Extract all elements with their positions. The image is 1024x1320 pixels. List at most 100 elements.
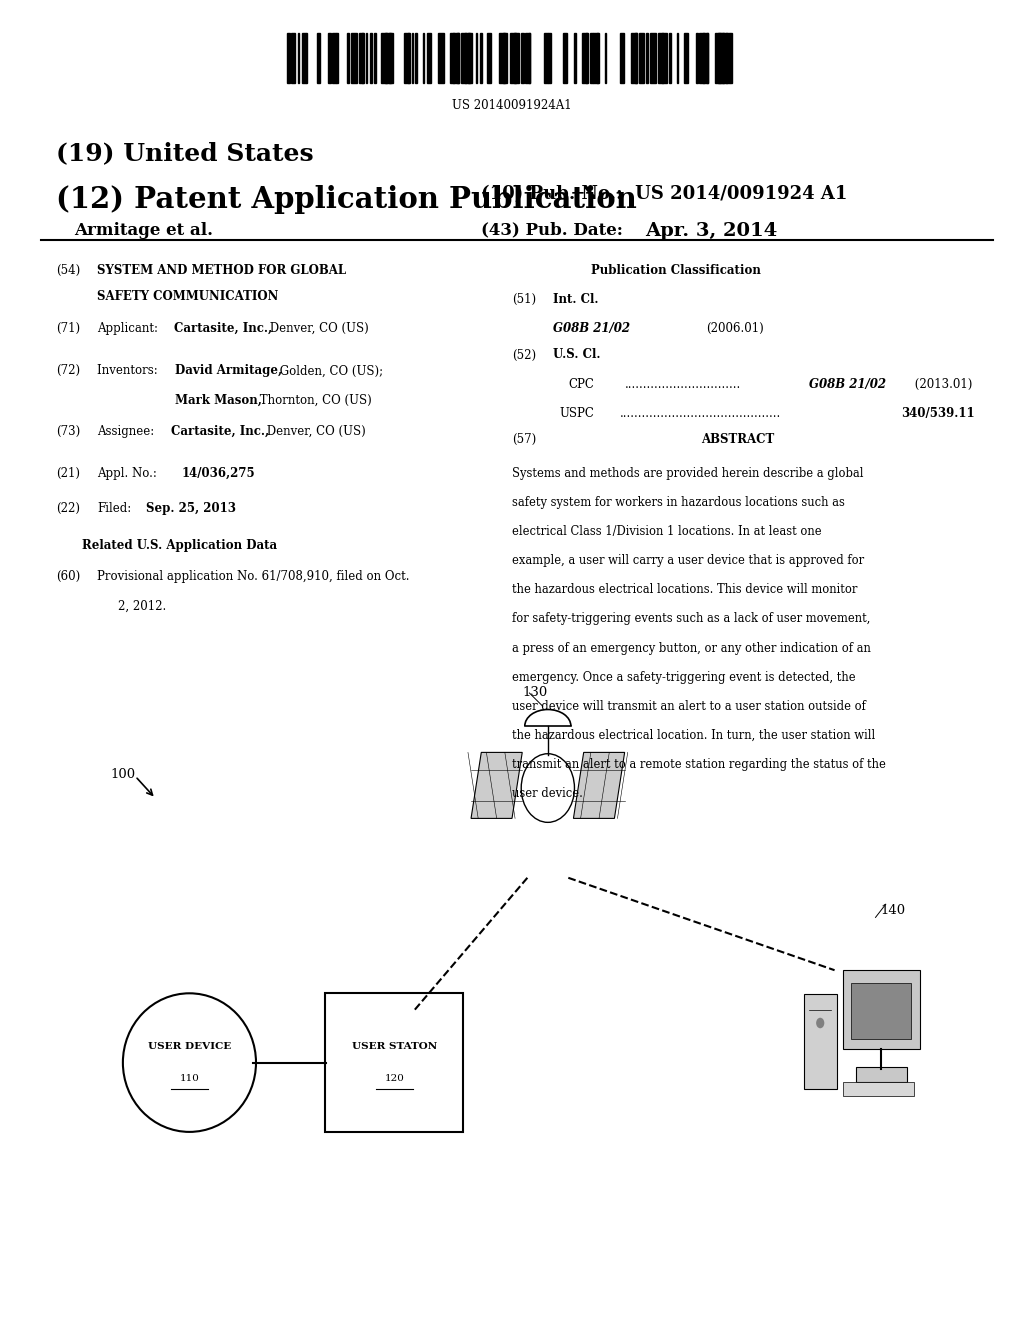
Bar	[412, 33, 414, 83]
Bar	[381, 33, 387, 83]
Text: (43) Pub. Date:: (43) Pub. Date:	[481, 222, 624, 239]
Bar	[715, 33, 721, 83]
Text: user device will transmit an alert to a user station outside of: user device will transmit an alert to a …	[512, 700, 866, 713]
Text: Mark Mason,: Mark Mason,	[175, 393, 262, 407]
Bar	[499, 33, 505, 83]
Text: emergency. Once a safety-triggering event is detected, the: emergency. Once a safety-triggering even…	[512, 671, 856, 684]
Bar	[385, 33, 391, 83]
Text: the hazardous electrical location. In turn, the user station will: the hazardous electrical location. In tu…	[512, 729, 876, 742]
Text: G08B 21/02: G08B 21/02	[553, 322, 630, 335]
Text: David Armitage,: David Armitage,	[175, 364, 283, 378]
Text: Golden, CO (US);: Golden, CO (US);	[276, 364, 384, 378]
Bar	[358, 33, 364, 83]
Text: SYSTEM AND METHOD FOR GLOBAL: SYSTEM AND METHOD FOR GLOBAL	[97, 264, 346, 277]
Bar	[707, 33, 709, 83]
Bar	[416, 33, 417, 83]
Bar	[730, 33, 732, 83]
Text: Cartasite, Inc.,: Cartasite, Inc.,	[174, 322, 272, 335]
Bar	[657, 33, 663, 83]
Text: (71): (71)	[56, 322, 81, 335]
Text: user device.: user device.	[512, 787, 583, 800]
Text: (72): (72)	[56, 364, 81, 378]
Bar	[326, 993, 463, 1131]
Bar	[563, 33, 567, 83]
Bar	[298, 33, 299, 83]
Bar	[438, 33, 443, 83]
Bar	[457, 33, 459, 83]
Text: US 20140091924A1: US 20140091924A1	[453, 99, 571, 112]
Text: (60): (60)	[56, 570, 81, 583]
Bar	[804, 994, 837, 1089]
Text: ABSTRACT: ABSTRACT	[700, 433, 774, 446]
Bar	[548, 33, 551, 83]
Text: Denver, CO (US): Denver, CO (US)	[263, 425, 366, 438]
Text: 110: 110	[179, 1074, 200, 1082]
Bar	[843, 1082, 914, 1096]
Bar	[329, 33, 331, 83]
Bar	[677, 33, 678, 83]
Bar	[514, 33, 519, 83]
Bar	[635, 33, 637, 83]
Text: Inventors:: Inventors:	[97, 364, 162, 378]
Bar	[662, 33, 667, 83]
Bar	[669, 33, 671, 83]
Text: 130: 130	[522, 686, 548, 700]
Bar	[605, 33, 606, 83]
Text: SAFETY COMMUNICATION: SAFETY COMMUNICATION	[97, 290, 279, 304]
Bar	[362, 33, 365, 83]
Text: Systems and methods are provided herein describe a global: Systems and methods are provided herein …	[512, 467, 863, 480]
Text: transmit an alert to a remote station regarding the status of the: transmit an alert to a remote station re…	[512, 758, 886, 771]
Circle shape	[521, 754, 574, 822]
Bar	[305, 33, 307, 83]
Text: (12) Patent Application Publication: (12) Patent Application Publication	[56, 185, 637, 214]
Bar	[291, 33, 295, 83]
Bar	[631, 33, 637, 83]
Bar	[367, 33, 368, 83]
Bar	[574, 33, 577, 83]
Bar	[454, 33, 459, 83]
Text: USER STATON: USER STATON	[351, 1043, 437, 1051]
Text: (22): (22)	[56, 502, 80, 515]
Bar	[703, 33, 708, 83]
Bar	[487, 33, 490, 83]
Bar	[582, 33, 587, 83]
Bar	[544, 33, 548, 83]
Bar	[699, 33, 703, 83]
Bar	[408, 33, 411, 83]
Text: Denver, CO (US): Denver, CO (US)	[266, 322, 369, 335]
Bar	[684, 33, 688, 83]
Polygon shape	[573, 752, 625, 818]
Bar	[586, 33, 588, 83]
Bar	[722, 33, 727, 83]
Bar	[389, 33, 393, 83]
Bar	[855, 1067, 907, 1082]
Bar	[843, 970, 920, 1049]
Bar	[302, 33, 306, 83]
Bar	[726, 33, 730, 83]
Text: G08B 21/02: G08B 21/02	[809, 378, 886, 391]
Text: safety system for workers in hazardous locations such as: safety system for workers in hazardous l…	[512, 496, 845, 510]
Bar	[347, 33, 348, 83]
Text: (2013.01): (2013.01)	[911, 378, 973, 391]
Text: (10) Pub. No.:  US 2014/0091924 A1: (10) Pub. No.: US 2014/0091924 A1	[481, 185, 848, 203]
Text: Sep. 25, 2013: Sep. 25, 2013	[146, 502, 237, 515]
Text: Armitage et al.: Armitage et al.	[74, 222, 213, 239]
Text: CPC: CPC	[568, 378, 594, 391]
Text: Cartasite, Inc.,: Cartasite, Inc.,	[171, 425, 269, 438]
Bar	[336, 33, 338, 83]
Text: 2, 2012.: 2, 2012.	[118, 599, 166, 612]
Bar	[593, 33, 598, 83]
Bar	[650, 33, 655, 83]
Bar	[465, 33, 470, 83]
Text: the hazardous electrical locations. This device will monitor: the hazardous electrical locations. This…	[512, 583, 857, 597]
Text: 100: 100	[111, 768, 136, 781]
Text: Publication Classification: Publication Classification	[591, 264, 761, 277]
Text: USPC: USPC	[559, 407, 594, 420]
Bar	[521, 33, 523, 83]
Text: USER DEVICE: USER DEVICE	[147, 1043, 231, 1051]
Text: example, a user will carry a user device that is approved for: example, a user will carry a user device…	[512, 554, 864, 568]
Text: electrical Class 1/Division 1 locations. In at least one: electrical Class 1/Division 1 locations.…	[512, 525, 821, 539]
Bar	[851, 983, 911, 1039]
Text: Int. Cl.: Int. Cl.	[553, 293, 598, 306]
Text: 140: 140	[881, 904, 906, 917]
